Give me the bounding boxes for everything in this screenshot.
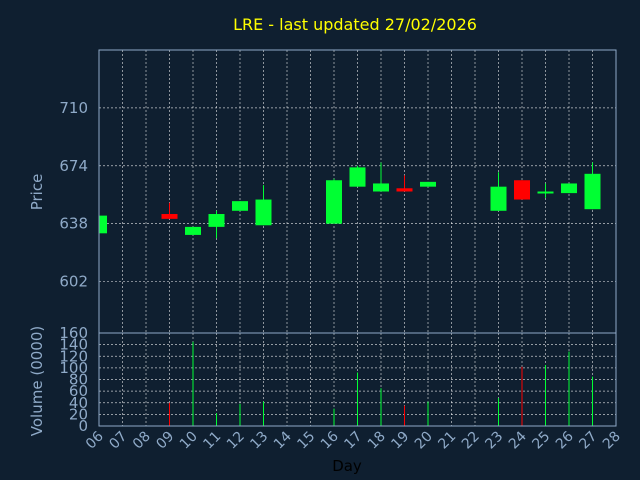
candle xyxy=(373,162,389,192)
candle xyxy=(584,162,601,210)
volume-axis-label: Volume (0000) xyxy=(28,326,46,436)
volume-tick-label: 120 xyxy=(59,347,88,365)
candle-body xyxy=(373,183,389,192)
chart-title: LRE - last updated 27/02/2026 xyxy=(233,15,477,34)
candles xyxy=(98,162,601,239)
x-tick-label: 13 xyxy=(247,429,271,453)
candle-body xyxy=(561,183,577,194)
x-tick-label: 10 xyxy=(177,429,201,453)
volume-tick-label: 60 xyxy=(69,382,88,400)
candle xyxy=(98,215,107,234)
x-axis-ticks: 06 07 08 09 10 11 12 13 14 15 16 17 18 19 20 21 22 23 24 25… xyxy=(83,428,624,452)
candle-body xyxy=(161,214,178,219)
candle-body xyxy=(208,214,225,227)
x-tick-label: 14 xyxy=(271,428,295,452)
candle-body xyxy=(255,199,272,226)
price-axis-label: Price xyxy=(28,174,46,211)
x-tick-label: 28 xyxy=(600,429,624,453)
candle-body xyxy=(232,201,248,211)
candle xyxy=(561,183,577,194)
x-tick-label: 18 xyxy=(365,429,389,453)
x-tick-label: 09 xyxy=(153,429,177,453)
candle-body xyxy=(514,180,530,200)
x-tick-label: 16 xyxy=(318,428,342,452)
x-tick-label: 20 xyxy=(412,429,436,453)
candle xyxy=(490,172,507,211)
price-tick-label: 710 xyxy=(59,99,88,117)
volume-tick-label: 100 xyxy=(59,359,88,377)
x-tick-label: 07 xyxy=(106,429,130,453)
x-tick-label: 12 xyxy=(224,429,248,453)
candle xyxy=(255,185,272,226)
candle-body xyxy=(349,167,366,187)
volume-tick-label: 80 xyxy=(69,371,88,389)
candle-body xyxy=(99,215,107,234)
volume-bars xyxy=(169,341,593,426)
volume-tick-label: 160 xyxy=(59,324,88,342)
x-tick-label: 23 xyxy=(482,429,506,453)
candle-body xyxy=(584,173,601,210)
x-tick-label: 15 xyxy=(294,429,318,453)
volume-tick-label: 140 xyxy=(59,336,88,354)
x-tick-label: 19 xyxy=(388,429,412,453)
candle-body xyxy=(537,191,554,194)
x-tick-label: 08 xyxy=(130,429,154,453)
x-tick-label: 22 xyxy=(459,429,483,453)
x-tick-label: 24 xyxy=(506,428,530,452)
price-tick-label: 638 xyxy=(59,215,88,233)
candle xyxy=(161,202,178,219)
candle xyxy=(208,210,225,239)
volume-tick-label: 20 xyxy=(69,405,88,423)
candle-body xyxy=(420,181,436,187)
price-tick-label: 674 xyxy=(59,157,88,175)
x-tick-label: 27 xyxy=(576,429,600,453)
candle xyxy=(349,165,366,187)
candle xyxy=(185,226,201,235)
candle xyxy=(537,183,554,198)
x-tick-label: 26 xyxy=(553,428,577,452)
price-tick-label: 602 xyxy=(59,273,88,291)
price-y-ticks: 602 638 674 710 xyxy=(59,99,88,291)
candle xyxy=(326,178,342,224)
candle-body xyxy=(185,226,201,235)
candle-body xyxy=(396,188,413,192)
x-tick-label: 17 xyxy=(341,429,365,453)
candle-body xyxy=(326,180,342,224)
candle xyxy=(232,201,248,211)
volume-tick-label: 40 xyxy=(69,394,88,412)
candle xyxy=(396,175,413,192)
candle xyxy=(420,181,436,187)
x-tick-label: 11 xyxy=(200,429,224,453)
x-axis-label: Day xyxy=(332,457,362,475)
volume-frame xyxy=(98,332,617,427)
candle-body xyxy=(490,186,507,211)
x-tick-label: 21 xyxy=(435,429,459,453)
candle xyxy=(514,180,530,200)
price-panel: 602 638 674 710 xyxy=(59,49,617,334)
x-tick-label: 25 xyxy=(529,429,553,453)
volume-tick-label: 0 xyxy=(78,417,88,435)
